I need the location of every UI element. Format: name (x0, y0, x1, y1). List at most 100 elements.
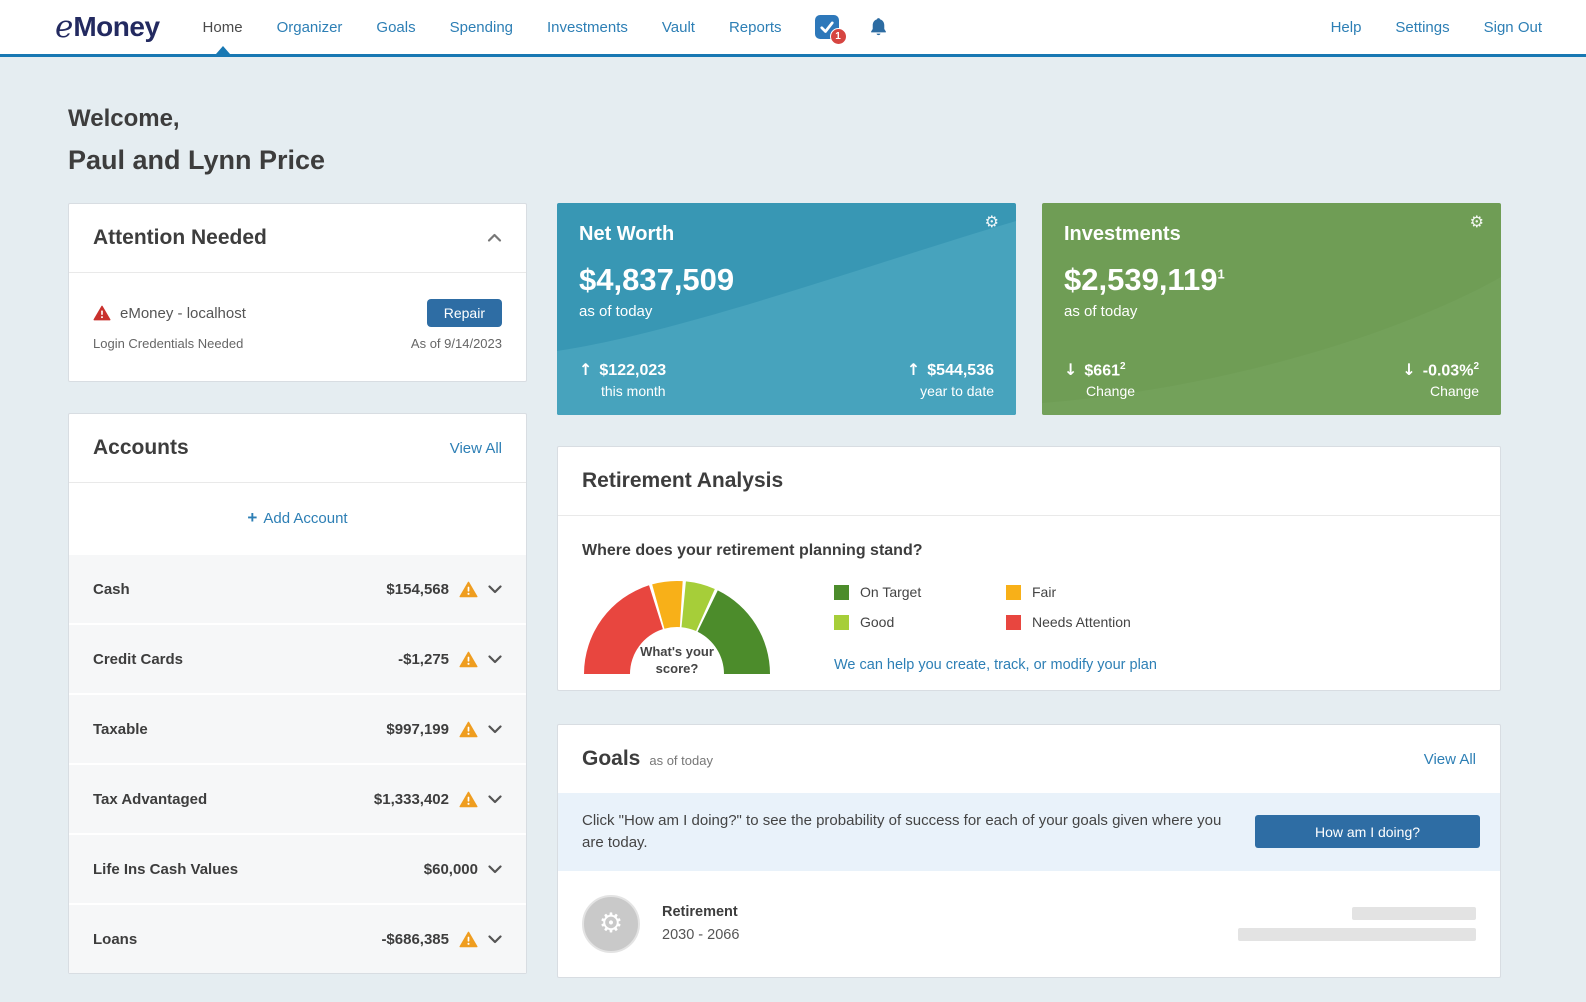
add-account-row: + Add Account (69, 483, 526, 553)
retirement-analysis-card: Retirement Analysis Where does your reti… (557, 446, 1501, 691)
main-content: Welcome, Paul and Lynn Price Attention N… (0, 105, 1586, 978)
account-label: Cash (93, 580, 130, 598)
tab-organizer[interactable]: Organizer (276, 18, 343, 36)
stat-label: this month (601, 383, 666, 399)
chevron-down-icon[interactable] (488, 724, 502, 734)
tab-vault[interactable]: Vault (661, 18, 695, 36)
net-worth-this-month-stat: ↑ $122,023 this month (579, 360, 666, 399)
account-row-cash[interactable]: Cash $154,568 (69, 553, 526, 623)
account-row-life-ins-cash-values[interactable]: Life Ins Cash Values $60,000 (69, 833, 526, 903)
investments-percent-change-stat: ↓ -0.03%2 Change (1402, 360, 1479, 399)
accounts-card-header: Accounts View All (69, 414, 526, 483)
goal-years: 2030 - 2066 (662, 927, 740, 943)
chevron-down-icon[interactable] (488, 934, 502, 944)
gauge-chart (584, 580, 770, 674)
goals-title: Goals (582, 747, 641, 770)
down-arrow-icon: ↓ (1064, 360, 1078, 379)
net-worth-card: ⚙ Net Worth $4,837,509 as of today ↑ $12… (557, 203, 1016, 415)
gear-icon[interactable]: ⚙ (979, 211, 1005, 232)
help-link[interactable]: Help (1330, 18, 1362, 36)
tab-goals[interactable]: Goals (376, 18, 416, 36)
tab-investments[interactable]: Investments (547, 18, 628, 36)
bell-icon[interactable] (868, 15, 889, 39)
net-worth-value: $4,837,509 (579, 262, 735, 297)
goals-card-header: Goals as of today View All (558, 725, 1500, 793)
goals-card: Goals as of today View All Click "How am… (557, 724, 1501, 978)
logo-e: e (55, 9, 74, 45)
connection-status: Login Credentials Needed (93, 336, 244, 351)
settings-link[interactable]: Settings (1395, 18, 1450, 36)
chevron-down-icon[interactable] (488, 584, 502, 594)
gear-icon[interactable]: ⚙ (1464, 211, 1490, 232)
accounts-title: Accounts (93, 436, 189, 459)
footnote-marker: 2 (1473, 360, 1479, 372)
gauge-segment-good (681, 581, 715, 632)
left-column: Attention Needed eMoney - localhost (68, 203, 527, 974)
connection-name: eMoney - localhost (120, 304, 246, 322)
investments-card: ⚙ Investments $2,539,1191 as of today ↓ … (1042, 203, 1501, 415)
legend-swatch (834, 614, 849, 630)
attention-item: eMoney - localhost Repair Login Credenti… (69, 273, 526, 381)
emoney-logo[interactable]: e Money (55, 0, 160, 54)
account-row-taxable[interactable]: Taxable $997,199 (69, 693, 526, 763)
warning-icon (459, 721, 478, 738)
chevron-down-icon[interactable] (488, 864, 502, 874)
collapse-chevron-up-icon[interactable] (487, 233, 502, 243)
welcome-client-name: Paul and Lynn Price (68, 145, 326, 175)
gauge-segment-on-target (697, 590, 770, 674)
main-nav: Home Organizer Goals Spending Investment… (186, 0, 799, 54)
legend-item-needs-attention: Needs Attention (1006, 614, 1157, 630)
retirement-title: Retirement Analysis (582, 469, 784, 492)
investments-value: $2,539,1191 (1064, 262, 1225, 297)
gauge-center-label: What's your score? (640, 643, 714, 677)
account-row-tax-advantaged[interactable]: Tax Advantaged $1,333,402 (69, 763, 526, 833)
down-arrow-icon: ↓ (1402, 360, 1416, 379)
account-label: Tax Advantaged (93, 790, 208, 808)
tab-home[interactable]: Home (186, 0, 260, 54)
top-nav: e Money Home Organizer Goals Spending Inv… (0, 0, 1586, 57)
tab-reports[interactable]: Reports (728, 18, 782, 36)
chevron-down-icon[interactable] (488, 654, 502, 664)
footnote-marker: 1 (1217, 266, 1225, 282)
how-am-i-doing-button[interactable]: How am I doing? (1255, 815, 1480, 849)
investments-background-curve (1042, 277, 1501, 415)
accounts-card: Accounts View All + Add Account Cash (68, 413, 527, 974)
legend-swatch (1006, 614, 1021, 630)
goal-name: Retirement (662, 904, 738, 920)
account-label: Life Ins Cash Values (93, 860, 239, 878)
goals-as-of: as of today (649, 753, 713, 768)
attention-title: Attention Needed (93, 226, 267, 249)
account-row-credit-cards[interactable]: Credit Cards -$1,275 (69, 623, 526, 693)
goals-banner-text: Click "How am I doing?" to see the proba… (582, 812, 1222, 851)
warning-icon (459, 791, 478, 808)
skeleton-bar (1238, 927, 1476, 941)
notification-badge: 1 (829, 27, 847, 45)
warning-icon (459, 931, 478, 948)
account-value: $154,568 (386, 580, 449, 598)
net-worth-ytd-stat: ↑ $544,536 year to date (907, 360, 994, 399)
alert-triangle-icon (93, 305, 111, 321)
legend-swatch (834, 584, 849, 600)
tab-spending[interactable]: Spending (449, 18, 514, 36)
account-row-loans[interactable]: Loans -$686,385 (69, 903, 526, 973)
accounts-view-all-link[interactable]: View All (449, 439, 502, 457)
legend-swatch (1006, 584, 1021, 600)
attention-needed-card: Attention Needed eMoney - localhost (68, 203, 527, 382)
investments-title: Investments (1064, 223, 1181, 245)
footnote-marker: 2 (1120, 360, 1126, 372)
chevron-down-icon[interactable] (488, 794, 502, 804)
legend-label: Fair (1032, 584, 1057, 600)
net-worth-background-curve (557, 221, 1016, 415)
up-arrow-icon: ↑ (579, 360, 593, 379)
legend-item-on-target: On Target (834, 584, 1006, 600)
sign-out-link[interactable]: Sign Out (1483, 18, 1542, 36)
tasks-icon[interactable]: 1 (814, 14, 847, 45)
goal-row-retirement[interactable]: ⚙ Retirement 2030 - 2066 (558, 871, 1500, 977)
plan-help-link[interactable]: We can help you create, track, or modify… (834, 657, 1157, 673)
add-account-button[interactable]: + Add Account (241, 507, 353, 529)
retirement-card-header: Retirement Analysis (558, 447, 1500, 516)
legend-label: On Target (860, 584, 922, 600)
net-worth-title: Net Worth (579, 223, 675, 245)
repair-button[interactable]: Repair (426, 299, 502, 327)
goals-view-all-link[interactable]: View All (1423, 750, 1476, 768)
